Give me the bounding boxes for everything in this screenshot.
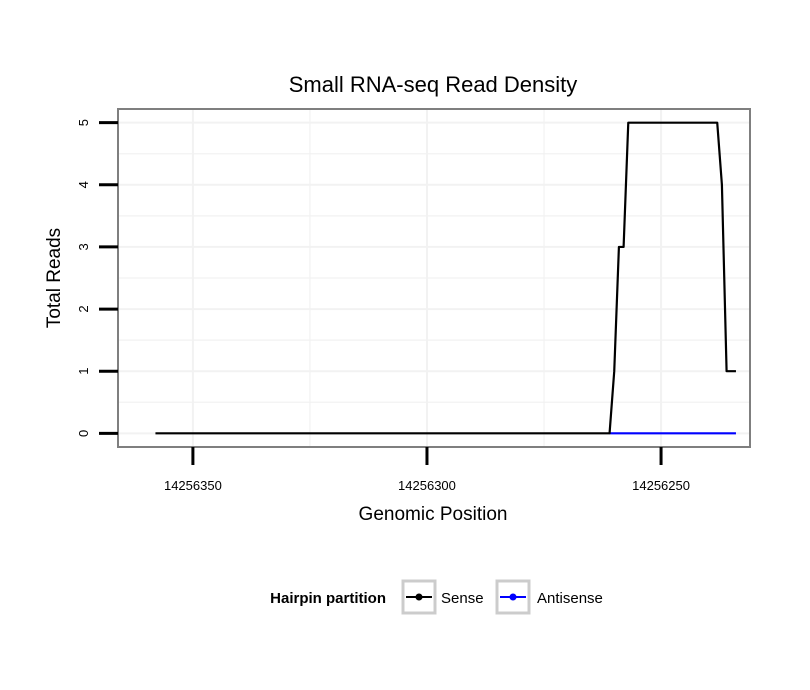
- legend-label-sense: Sense: [441, 590, 484, 607]
- y-axis-title: Total Reads: [44, 228, 65, 328]
- y-axis: 0 1 2 3 4 5: [76, 119, 118, 437]
- x-axis-title: Genomic Position: [359, 504, 508, 525]
- y-tick-label: 1: [76, 368, 91, 375]
- y-tick-label: 0: [76, 430, 91, 437]
- series-layer: [155, 121, 736, 435]
- legend-key-antisense-dot: [509, 593, 517, 601]
- x-tick-label: 14256350: [164, 478, 222, 493]
- y-tick-label: 2: [76, 305, 91, 312]
- legend-label-antisense: Antisense: [537, 590, 603, 607]
- legend-title: Hairpin partition: [270, 590, 386, 607]
- x-axis: 14256350 14256300 14256250: [164, 447, 690, 493]
- y-tick-label: 5: [76, 119, 91, 126]
- plot-panel-border: [117, 108, 751, 448]
- x-tick-label: 14256250: [632, 478, 690, 493]
- chart-title: Small RNA-seq Read Density: [289, 72, 578, 97]
- legend-key-sense-dot: [415, 593, 423, 601]
- y-tick-label: 4: [76, 181, 91, 188]
- legend: Hairpin partition Sense Antisense: [270, 579, 603, 615]
- series-line-sense: [155, 121, 736, 435]
- y-tick-label: 3: [76, 243, 91, 250]
- x-tick-label: 14256300: [398, 478, 456, 493]
